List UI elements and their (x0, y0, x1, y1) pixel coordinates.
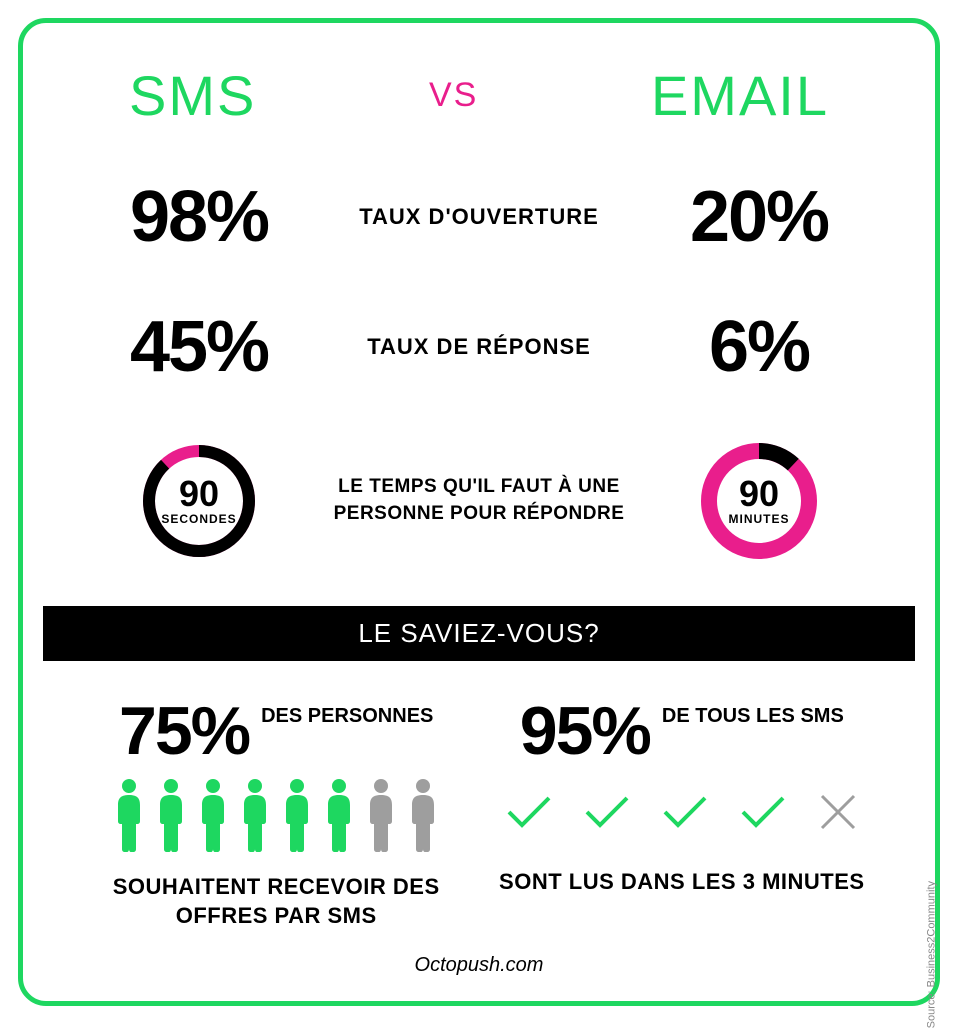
stat-row-open-rate: 98% TAUX D'OUVERTURE 20% (59, 176, 899, 258)
email-time-unit: MINUTES (729, 512, 790, 526)
open-rate-label: TAUX D'OUVERTURE (339, 203, 619, 232)
stat-row-response-rate: 45% TAUX DE RÉPONSE 6% (59, 306, 899, 388)
response-rate-label: TAUX DE RÉPONSE (339, 333, 619, 362)
email-time-value: 90 (739, 476, 779, 512)
header-email: EMAIL (651, 63, 829, 128)
fact-people-pct: 75% (119, 697, 249, 765)
check-icons (495, 777, 869, 852)
ring-row: 90 SECONDES LE TEMPS QU'IL FAUT À UNE PE… (59, 436, 899, 566)
footer-brand: Octopush.com (59, 954, 899, 977)
person-icon (277, 777, 317, 857)
person-icon (361, 777, 401, 857)
person-icon (151, 777, 191, 857)
sms-time-value: 90 (179, 476, 219, 512)
header-sms: SMS (129, 63, 256, 128)
check-icon (738, 792, 788, 837)
fact-people-sub: DES PERSONNES (261, 697, 433, 729)
header-vs: VS (429, 76, 478, 115)
fact-people-tag: SOUHAITENT RECEVOIR DES OFFRES PAR SMS (89, 873, 463, 930)
person-icon (193, 777, 233, 857)
check-icon (660, 792, 710, 837)
person-icon (109, 777, 149, 857)
fact-sms-tag: SONT LUS DANS LES 3 MINUTES (495, 868, 869, 897)
sms-time-unit: SECONDES (161, 512, 236, 526)
fact-sms-sub: DE TOUS LES SMS (662, 697, 844, 729)
infographic-frame: SMS VS EMAIL 98% TAUX D'OUVERTURE 20% 45… (18, 18, 940, 1006)
did-you-know-banner: LE SAVIEZ-VOUS? (43, 606, 915, 661)
person-icon (403, 777, 443, 857)
check-icon (582, 792, 632, 837)
people-icons (89, 777, 463, 857)
source-credit: Source: Business2Community (925, 881, 937, 1028)
sms-response-rate: 45% (99, 306, 299, 388)
email-response-time-ring: 90 MINUTES (659, 436, 859, 566)
fact-people: 75% DES PERSONNES SOUHAITENT RECEVOIR DE… (89, 697, 463, 930)
sms-response-time-ring: 90 SECONDES (99, 436, 299, 566)
header-row: SMS VS EMAIL (59, 63, 899, 128)
person-icon (319, 777, 359, 857)
sms-open-rate: 98% (99, 176, 299, 258)
facts-row: 75% DES PERSONNES SOUHAITENT RECEVOIR DE… (59, 697, 899, 930)
person-icon (235, 777, 275, 857)
x-icon (816, 790, 860, 839)
check-icon (504, 792, 554, 837)
fact-sms-read: 95% DE TOUS LES SMS SONT LUS DANS LES 3 … (495, 697, 869, 930)
response-time-label: LE TEMPS QU'IL FAUT À UNE PERSONNE POUR … (319, 474, 639, 527)
email-response-rate: 6% (659, 306, 859, 388)
fact-sms-pct: 95% (520, 697, 650, 765)
email-open-rate: 20% (659, 176, 859, 258)
